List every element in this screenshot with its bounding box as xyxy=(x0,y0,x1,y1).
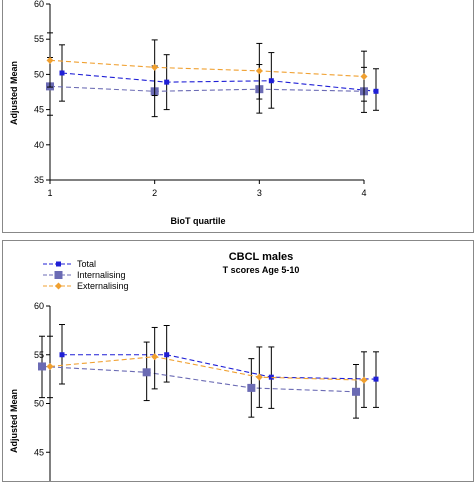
y-tick-label: 60 xyxy=(34,301,44,311)
y-tick-label: 45 xyxy=(34,105,44,115)
data-point-externalising xyxy=(151,353,159,361)
x-tick-label: 3 xyxy=(257,188,262,198)
data-point-externalising xyxy=(46,362,54,370)
data-point-externalising xyxy=(360,73,368,81)
legend-label-internalising: Internalising xyxy=(77,270,126,280)
series-line-externalising xyxy=(49,59,365,78)
legend-marker-externalising xyxy=(55,282,62,290)
x-tick-label: 2 xyxy=(152,188,157,198)
data-point-total xyxy=(59,352,65,358)
y-tick-label: 35 xyxy=(34,175,44,185)
series-line-externalising xyxy=(49,356,365,381)
data-point-total xyxy=(164,352,170,358)
legend-marker-total xyxy=(56,261,61,267)
y-tick-label: 45 xyxy=(34,447,44,457)
series-line-internalising xyxy=(41,365,357,393)
y-tick-label: 55 xyxy=(34,350,44,360)
data-point-internalising xyxy=(247,383,256,392)
data-point-total xyxy=(373,88,379,94)
data-point-total xyxy=(373,376,379,382)
legend: Total Internalising Externalising xyxy=(43,259,129,291)
chart-panel-cbcl-males: 45 50 55 60 CBCL males T scores Age 5-10 Ad… xyxy=(2,240,474,482)
data-point-total xyxy=(268,78,274,84)
y-tick-label: 50 xyxy=(34,69,44,79)
x-axis-title: BioT quartile xyxy=(170,216,225,226)
y-tick-label: 40 xyxy=(34,140,44,150)
chart-subtitle: T scores Age 5-10 xyxy=(223,265,300,275)
y-tick-label: 60 xyxy=(34,0,44,9)
series-line-internalising xyxy=(49,85,365,92)
x-tick-label: 4 xyxy=(361,188,366,198)
data-point-total xyxy=(59,70,65,76)
chart-title: CBCL males xyxy=(229,251,294,263)
series-line-total xyxy=(62,354,377,380)
y-tick-label: 55 xyxy=(34,34,44,44)
data-point-externalising xyxy=(255,67,263,75)
data-point-externalising xyxy=(255,373,263,381)
data-point-total xyxy=(164,79,170,85)
y-axis-title: Adjusted Mean xyxy=(9,389,19,453)
y-tick-label: 50 xyxy=(34,399,44,409)
y-axis-title: Adjusted Mean xyxy=(9,61,19,125)
chart-panel-biot-quartile: 35 40 45 50 55 60 1 2 3 4 BioT quartile Adjusted … xyxy=(2,0,474,233)
data-point-externalising xyxy=(46,56,54,64)
chart-plot-bottom: 45 50 55 60 CBCL males T scores Age 5-10 Ad… xyxy=(9,251,379,481)
legend-marker-internalising xyxy=(54,271,63,279)
data-point-externalising xyxy=(151,63,159,71)
data-point-total xyxy=(268,374,274,380)
legend-label-total: Total xyxy=(77,259,96,269)
legend-label-externalising: Externalising xyxy=(77,281,129,291)
x-tick-label: 1 xyxy=(47,188,52,198)
data-point-externalising xyxy=(360,376,368,384)
data-point-internalising xyxy=(38,362,46,371)
chart-plot-top: 35 40 45 50 55 60 1 2 3 4 BioT quartile Adjusted … xyxy=(9,0,379,226)
data-point-internalising xyxy=(142,368,151,377)
data-point-internalising xyxy=(352,387,360,396)
series-line-total xyxy=(61,72,377,92)
